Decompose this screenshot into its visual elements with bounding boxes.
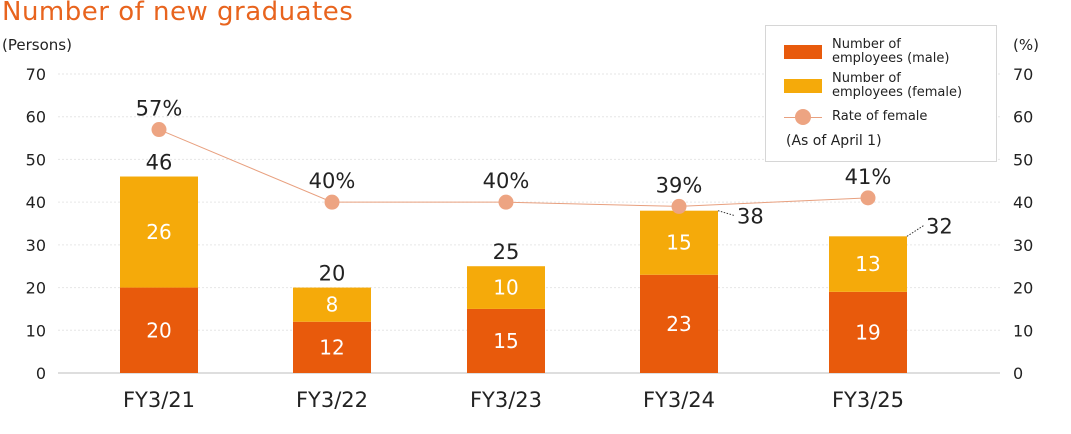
y-tick-label-left: 40 [26, 193, 46, 212]
y-tick-label-right: 50 [1013, 150, 1033, 169]
rate-label: 39% [656, 173, 703, 197]
bar-female [120, 176, 198, 288]
rate-point [324, 194, 340, 210]
data-label-male: 12 [319, 335, 344, 359]
legend-item-male: Number of employees (male) [784, 38, 982, 66]
bar-male [293, 321, 371, 373]
rate-label: 41% [845, 165, 892, 189]
legend-line-rate [784, 109, 822, 125]
right-axis-unit: (%) [1013, 36, 1039, 54]
data-label-female: 13 [855, 252, 880, 276]
x-tick-label: FY3/21 [123, 388, 195, 412]
rate-point [860, 190, 876, 206]
data-label-female: 10 [493, 276, 518, 300]
y-tick-label-left: 50 [26, 150, 46, 169]
data-label-female: 15 [666, 231, 691, 255]
chart-title: Number of new graduates [2, 0, 354, 27]
total-label: 20 [319, 262, 346, 286]
rate-point [498, 194, 514, 210]
bar-male [467, 308, 545, 373]
data-label-male: 23 [666, 312, 691, 336]
legend: Number of employees (male) Number of emplo… [765, 25, 997, 162]
x-tick-label: FY3/24 [643, 388, 715, 412]
data-label-male: 15 [493, 329, 518, 353]
y-tick-label-left: 70 [26, 65, 46, 84]
legend-label-female: Number of employees (female) [832, 71, 963, 100]
bar-female [467, 266, 545, 309]
rate-label: 57% [136, 97, 183, 121]
x-tick-label: FY3/22 [296, 388, 368, 412]
legend-item-female: Number of employees (female) [784, 72, 982, 100]
y-tick-label-right: 10 [1013, 321, 1033, 340]
y-tick-label-left: 0 [36, 364, 46, 383]
bar-female [640, 210, 718, 275]
rate-line [158, 129, 869, 207]
data-label-male: 20 [146, 318, 171, 342]
y-tick-label-right: 30 [1013, 236, 1033, 255]
left-axis-unit: (Persons) [2, 36, 72, 54]
y-tick-label-right: 40 [1013, 193, 1033, 212]
total-label: 38 [737, 205, 764, 229]
total-label: 32 [926, 214, 953, 238]
rate-point [151, 122, 167, 138]
data-label-female: 26 [146, 220, 171, 244]
y-tick-label-right: 70 [1013, 65, 1033, 84]
bar-male [829, 291, 907, 373]
y-tick-label-left: 20 [26, 279, 46, 298]
y-tick-label-left: 60 [26, 108, 46, 127]
bar-female [293, 287, 371, 322]
y-tick-label-right: 20 [1013, 279, 1033, 298]
legend-swatch-female [784, 79, 822, 93]
y-tick-label-left: 10 [26, 321, 46, 340]
rate-label: 40% [483, 169, 530, 193]
rate-label: 40% [309, 169, 356, 193]
y-tick-label-left: 30 [26, 236, 46, 255]
x-tick-label: FY3/25 [832, 388, 904, 412]
data-label-female: 8 [326, 293, 339, 317]
rate-point [671, 198, 687, 214]
legend-item-rate: Rate of female [784, 109, 982, 125]
x-tick-label: FY3/23 [470, 388, 542, 412]
legend-swatch-male [784, 45, 822, 59]
y-tick-label-right: 60 [1013, 108, 1033, 127]
bar-female [829, 236, 907, 292]
total-leader-line [717, 210, 736, 217]
total-label: 25 [493, 240, 520, 264]
legend-note: (As of April 1) [786, 133, 882, 149]
total-leader-line [906, 224, 925, 237]
y-tick-label-right: 0 [1013, 364, 1023, 383]
bar-male [640, 274, 718, 373]
data-label-male: 19 [855, 320, 880, 344]
legend-label-rate: Rate of female [832, 109, 928, 124]
legend-label-male: Number of employees (male) [832, 37, 950, 66]
bar-male [120, 287, 198, 373]
total-label: 46 [146, 151, 173, 175]
